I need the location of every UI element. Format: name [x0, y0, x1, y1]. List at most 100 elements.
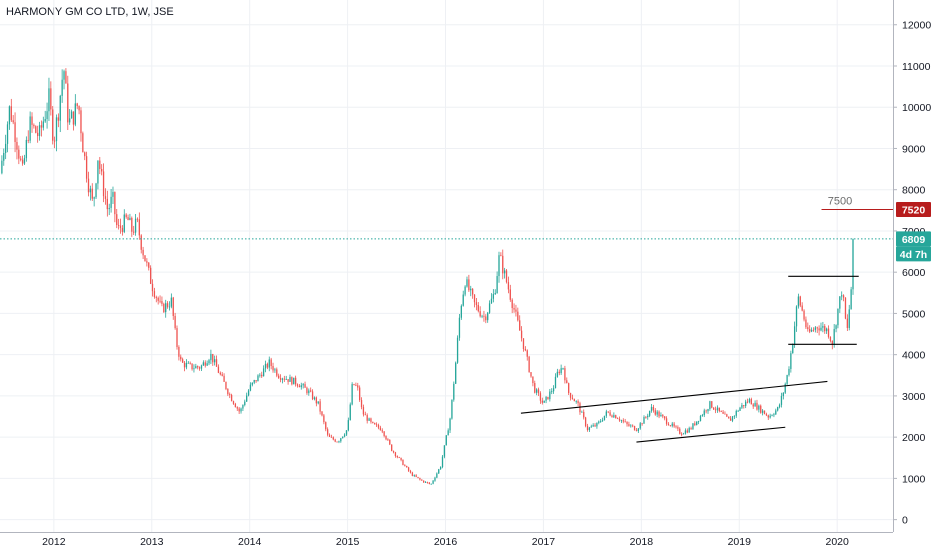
candle-body: [761, 410, 764, 413]
candle-body: [686, 430, 688, 433]
trendline-channel-bottom[interactable]: [636, 426, 786, 443]
candle-body: [545, 396, 547, 401]
candle-body: [70, 111, 73, 119]
x-tick-label: 2020: [826, 536, 850, 548]
candle-body: [837, 308, 839, 326]
candle-body: [281, 378, 284, 380]
candle-body: [569, 392, 572, 398]
candle-body: [458, 317, 461, 338]
candle-body: [52, 109, 54, 141]
candle-body: [232, 401, 235, 404]
candle-body: [647, 415, 649, 418]
candle-body: [615, 415, 617, 419]
y-tick-label: 12000: [902, 20, 931, 32]
candle-body: [839, 296, 841, 309]
candle-body: [129, 217, 131, 221]
x-tick-label: 2019: [728, 536, 752, 548]
candle-body: [3, 152, 5, 161]
candle-body: [671, 423, 673, 426]
candle-body: [643, 417, 645, 424]
candle-body: [328, 434, 331, 437]
candle-body: [526, 350, 528, 357]
candle-body: [583, 411, 585, 418]
candle-body: [801, 305, 803, 311]
candle-body: [737, 410, 739, 412]
y-tick-label: 0: [902, 515, 908, 527]
candle-body: [219, 372, 221, 375]
candle-body: [809, 329, 811, 332]
candle-body: [413, 475, 415, 476]
candle-body: [330, 436, 333, 438]
candle-body: [816, 327, 818, 329]
candle-body: [415, 475, 417, 477]
candle-body: [532, 376, 534, 384]
candle-body: [549, 391, 551, 400]
x-tick-label: 2014: [238, 536, 262, 548]
candle-body: [428, 482, 430, 484]
candle-body: [829, 336, 832, 341]
candle-body: [814, 327, 817, 330]
candle-body: [488, 303, 491, 313]
candle-body: [833, 329, 835, 345]
candle-body: [377, 424, 380, 428]
candle-body: [503, 270, 506, 274]
candle-body: [760, 405, 762, 413]
candle-body: [80, 110, 82, 134]
candle-body: [181, 359, 184, 363]
candle-body: [76, 103, 78, 107]
candle-body: [44, 119, 46, 122]
candle-body: [212, 353, 214, 363]
candle-body: [65, 71, 67, 84]
candle-body: [198, 367, 201, 369]
candle-body: [554, 376, 557, 389]
candle-body: [568, 383, 570, 393]
candle-body: [596, 422, 598, 427]
candle-body: [530, 372, 532, 377]
candle-body: [247, 390, 250, 396]
candle-body: [381, 430, 383, 432]
candle-body: [805, 319, 807, 328]
candle-body: [283, 378, 285, 380]
candle-body: [460, 305, 462, 318]
candle-body: [517, 311, 519, 321]
candle-body: [383, 431, 385, 436]
candle-body: [200, 365, 203, 369]
y-tick-label: 3000: [902, 391, 926, 403]
candle-body: [197, 366, 199, 368]
candle-body: [89, 188, 92, 193]
candle-body: [170, 297, 173, 307]
candle-body: [398, 457, 400, 458]
candle-body: [20, 158, 22, 160]
trendline-channel-top[interactable]: [520, 380, 828, 414]
candle-body: [93, 197, 95, 199]
candle-body: [586, 425, 589, 431]
candle-body: [432, 480, 434, 484]
candle-body: [588, 427, 591, 431]
candle-body: [358, 387, 361, 401]
candle-body: [566, 380, 568, 384]
candle-body: [810, 329, 813, 332]
candle-body: [6, 124, 9, 144]
candle-body: [697, 420, 700, 422]
candle-body: [445, 435, 447, 446]
candle-body: [385, 435, 387, 440]
candle-body: [289, 377, 291, 382]
candle-body: [673, 423, 675, 427]
candle-body: [4, 143, 7, 153]
candle-body: [234, 403, 237, 408]
candle-body: [756, 402, 758, 410]
candle-body: [206, 363, 208, 366]
candle-body: [255, 380, 257, 382]
candle-body: [426, 481, 429, 483]
candle-body: [368, 418, 370, 421]
candle-body: [404, 465, 406, 466]
candle-body: [298, 385, 301, 388]
candle-body: [664, 416, 666, 419]
candle-body: [104, 196, 107, 199]
candle-body: [421, 479, 423, 481]
candle-body: [473, 294, 476, 303]
candle-body: [797, 296, 800, 307]
candle-body: [696, 421, 698, 425]
candle-body: [722, 411, 724, 414]
